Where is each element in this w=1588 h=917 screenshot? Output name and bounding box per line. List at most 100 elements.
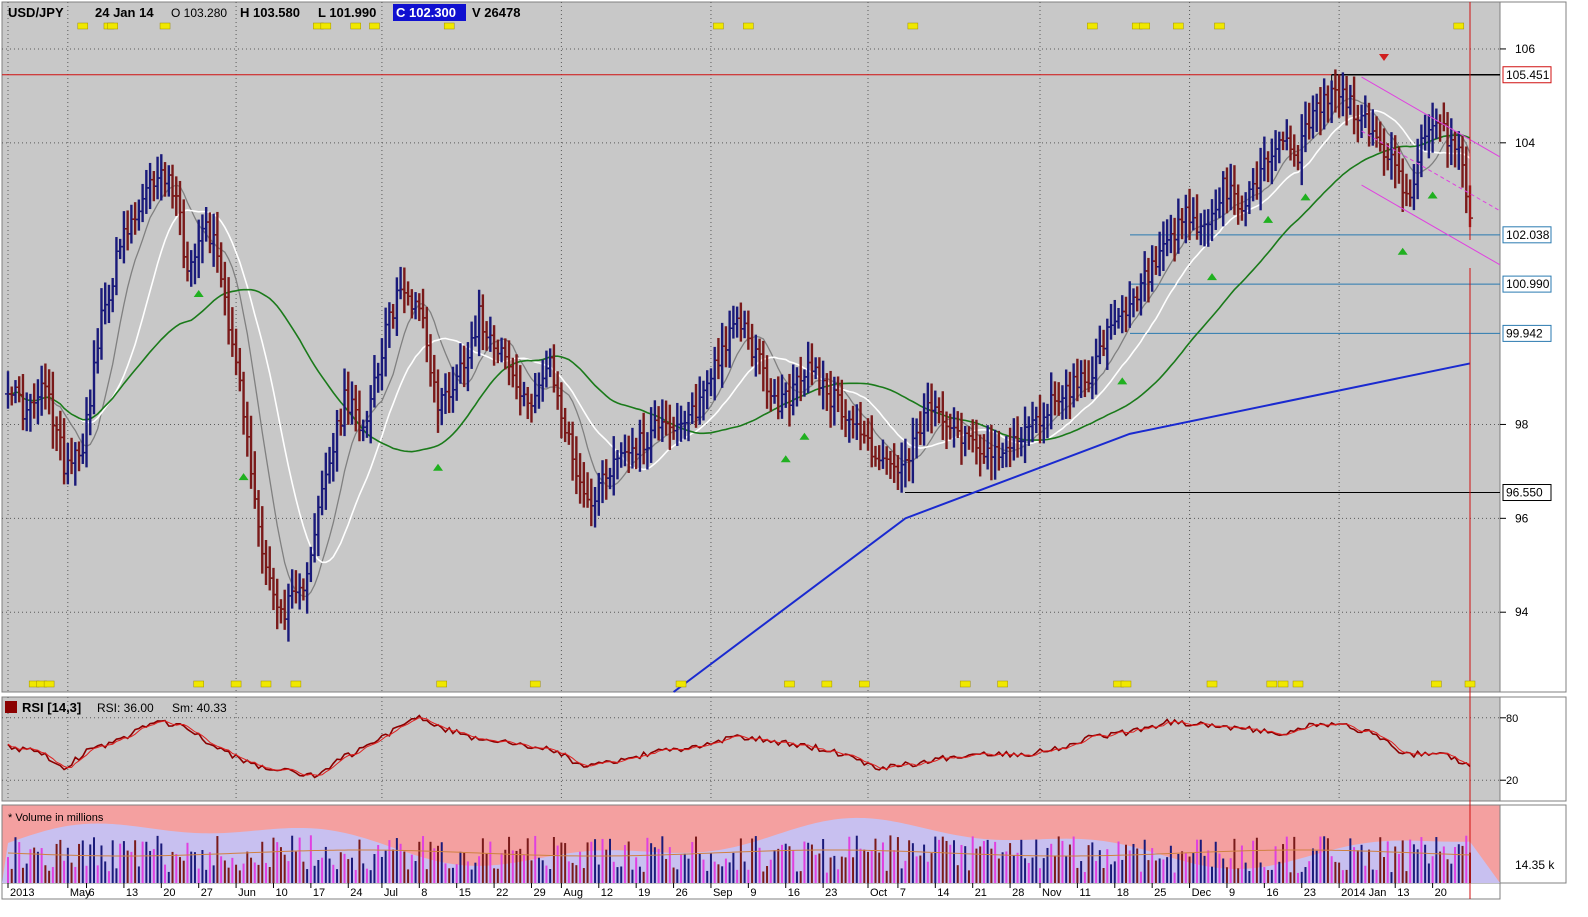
event-marker-bottom <box>43 680 55 688</box>
time-tick-label: 24 <box>350 887 362 899</box>
event-marker-bottom <box>230 680 242 688</box>
time-tick-label: 28 <box>1012 887 1024 899</box>
time-tick-label: May <box>70 887 91 899</box>
event-marker-top <box>1139 22 1150 30</box>
header-close: C 102.300 <box>396 5 456 20</box>
event-marker-bottom <box>1266 680 1278 688</box>
event-marker-top <box>1087 22 1098 30</box>
rsi-value: RSI: 36.00 <box>97 701 154 715</box>
buy-signal-triangle <box>1397 247 1408 255</box>
price-tick-label: 96 <box>1515 511 1529 525</box>
rsi-signal-line <box>7 717 1471 776</box>
event-marker-bottom <box>290 680 302 688</box>
event-marker-bottom <box>436 680 447 688</box>
time-tick-label: 16 <box>1266 887 1278 899</box>
time-tick-label: 15 <box>459 887 471 899</box>
time-tick-label: 11 <box>1079 887 1090 899</box>
event-marker-bottom <box>675 680 687 688</box>
event-marker-bottom <box>784 680 795 688</box>
event-marker-bottom <box>859 680 870 688</box>
volume-axis-label: 14.35 k <box>1515 858 1555 872</box>
volume-average-line <box>7 849 1471 857</box>
channel-upper <box>1361 76 1501 158</box>
event-marker-bottom <box>997 680 1008 688</box>
ma-long-line <box>672 362 1471 693</box>
event-marker-bottom <box>1277 680 1289 688</box>
time-tick-label: 6 <box>89 887 95 899</box>
rsi-panel[interactable] <box>1 696 1501 802</box>
volume-series <box>2 817 1500 883</box>
down-channel <box>1361 2 1501 899</box>
level-label: 100.990 <box>1506 277 1550 291</box>
time-tick-label: 20 <box>163 887 175 899</box>
rsi-tick-label: 80 <box>1506 713 1518 725</box>
header-symbol: USD/JPY <box>8 5 64 20</box>
header-volume: V 26478 <box>472 5 520 20</box>
event-marker-top <box>1453 22 1465 30</box>
event-marker-top <box>107 22 118 30</box>
ma_mid-line <box>7 109 1471 564</box>
event-marker-bottom <box>821 680 833 688</box>
time-tick-label: 20 <box>1435 887 1447 899</box>
price-levels: 105.451 102.038 100.990 99.942 96.550 <box>2 66 1552 502</box>
event-markers <box>28 22 1476 688</box>
event-marker-top <box>443 22 455 30</box>
time-tick-label: 21 <box>975 887 987 899</box>
time-tick-label: 12 <box>601 887 613 899</box>
event-marker-top <box>320 22 332 30</box>
time-tick-label: 14 <box>937 887 949 899</box>
time-tick-label: 19 <box>638 887 650 899</box>
event-marker-bottom <box>1120 680 1132 688</box>
rsi-smooth: Sm: 40.33 <box>172 701 227 715</box>
event-marker-top <box>1173 22 1184 30</box>
time-tick-label: 22 <box>496 887 508 899</box>
channel-lower <box>1361 184 1501 266</box>
time-tick-label: 13 <box>1397 887 1409 899</box>
time-tick-label: 16 <box>788 887 800 899</box>
ma_slow-line <box>7 134 1471 453</box>
event-marker-top <box>713 22 724 30</box>
time-tick-label: 13 <box>126 887 138 899</box>
price-tick-label: 104 <box>1515 136 1535 150</box>
event-marker-bottom <box>1292 680 1304 688</box>
buy-signal-triangle <box>1263 215 1274 223</box>
level-label: 99.942 <box>1506 326 1543 340</box>
time-tick-label: Nov <box>1042 887 1062 899</box>
header-date: 24 Jan 14 <box>95 5 154 20</box>
buy-signal-triangle <box>799 432 810 440</box>
channel-mid <box>1361 130 1501 212</box>
time-tick-label: Jul <box>384 887 398 899</box>
time-tick-label: 26 <box>676 887 688 899</box>
price-tick-label: 98 <box>1515 417 1529 431</box>
buy-signal-triangle <box>1117 377 1128 385</box>
event-marker-bottom <box>1431 680 1442 688</box>
buy-signal-triangle <box>1300 193 1311 201</box>
event-marker-bottom <box>1206 680 1218 688</box>
level-box <box>1502 275 1552 293</box>
event-marker-top <box>77 22 89 30</box>
time-tick-label: 27 <box>201 887 213 899</box>
buy-signal-triangle <box>1207 273 1217 281</box>
time-tick-label: 8 <box>421 887 427 899</box>
event-marker-bottom <box>1464 680 1476 688</box>
level-box <box>1502 226 1552 244</box>
event-marker-top <box>369 22 380 30</box>
time-tick-label: 25 <box>1154 887 1166 899</box>
header-close-box <box>393 4 466 21</box>
price-tick-label: 94 <box>1515 605 1529 619</box>
volume-title: * Volume in millions <box>8 812 104 824</box>
sell-signal-triangle <box>1379 54 1389 61</box>
price-axis-panel <box>1499 1 1567 693</box>
level-label: 102.038 <box>1506 228 1550 242</box>
time-tick-label: 10 <box>275 887 287 899</box>
time-tick-label: 7 <box>900 887 906 899</box>
header-high: H 103.580 <box>240 5 300 20</box>
buy-signal-triangle <box>433 463 443 471</box>
buy-signal-triangle <box>780 455 791 463</box>
time-tick-label: 23 <box>825 887 837 899</box>
time-tick-label: Oct <box>870 887 887 899</box>
rsi-color-swatch <box>5 701 17 713</box>
rsi-series <box>7 714 1471 779</box>
